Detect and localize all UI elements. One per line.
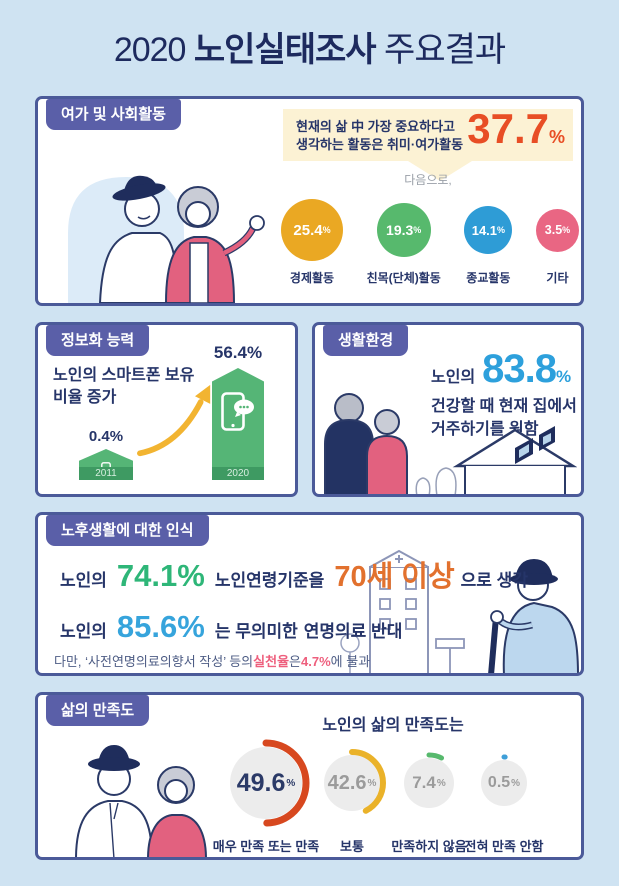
digital-desc-line1: 노인의 스마트폰 보유 <box>53 367 195 384</box>
leisure-top-percent: 37.7 <box>467 105 549 152</box>
life-sustaining-statement: 노인의 85.6% 는 무의미한 연명의료 반대 <box>54 609 408 645</box>
section-badge-satisfaction: 삶의 만족도 <box>46 695 150 726</box>
donut-label: 만족하지 않음 <box>391 839 467 854</box>
bar-2020-value: 56.4% <box>213 343 263 362</box>
row1-suffix: 으로 생각 <box>460 571 528 590</box>
activity-circle-label: 기타 <box>546 271 569 285</box>
donut-chart <box>222 739 310 827</box>
row3-part2: 은 <box>289 654 302 669</box>
section-badge-living: 생활환경 <box>323 325 409 356</box>
leisure-callout-value: 37.7% <box>467 105 565 153</box>
page-title: 2020 노인실태조사 주요결과 <box>0 22 619 71</box>
digital-description: 노인의 스마트폰 보유 비율 증가 <box>53 365 194 410</box>
activity-circle: 25.4% <box>281 199 343 261</box>
donut-label: 매우 만족 또는 만족 <box>212 839 320 854</box>
activity-circle: 14.1% <box>464 206 513 254</box>
row3-highlight1: 실천율 <box>253 654 290 669</box>
donut-value: 49.6% <box>236 768 296 797</box>
bar-2011: 2011 <box>79 449 133 480</box>
leisure-callout-line2: 생각하는 활동은 취미·여가활동 <box>296 137 464 153</box>
activity-circle-label: 종교활동 <box>466 271 511 285</box>
digital-desc-line2: 비율 증가 <box>53 389 117 407</box>
next-label: 다음으로, <box>404 173 452 187</box>
activity-circle-item: 14.1% 종교활동 <box>464 197 513 286</box>
activity-circle-label: 경제활동 <box>289 271 335 285</box>
activity-circle-item: 25.4% 경제활동 <box>281 197 343 286</box>
row2-mid: 는 무의미한 <box>214 622 298 641</box>
activity-circle-item: 3.5% 기타 <box>535 197 579 286</box>
living-statement: 노인의 83.8% 건강할 때 현재 집에서 거주하기를 원함 <box>431 347 581 441</box>
card-living-environment: 생활환경 노인의 83.8% 건강할 때 현재 집에서 거주하기를 원함 <box>312 322 584 497</box>
couple-and-house-illustration <box>324 393 577 494</box>
card-leisure-social-activity: 여가 및 사회활동 현재의 삶 中 가장 중요하다고 생각하는 활동은 취미·여… <box>35 96 584 306</box>
title-suffix: 주요결과 <box>384 31 506 69</box>
donut-chart <box>318 749 386 817</box>
title-year: 2020 <box>113 31 187 69</box>
age-standard-statement: 노인의 74.1% 노인연령기준을 70세 이상 으로 생각 <box>54 553 534 595</box>
donut-label: 전혀 만족 안함 <box>464 839 544 854</box>
living-percent-number: 83.8 <box>482 347 557 391</box>
title-survey-name: 노인실태조사 <box>193 31 377 69</box>
activity-circle-item: 19.3% 친목(단체)활동 <box>367 197 441 286</box>
elderly-couple-front-illustration <box>75 745 207 857</box>
row2-percent: 85.6% <box>116 609 205 644</box>
row2-bold: 연명의료 반대 <box>303 622 403 641</box>
row2-prefix: 노인의 <box>60 622 107 641</box>
living-line2: 건강할 때 현재 집에서 <box>431 398 577 415</box>
elderly-couple-illustration <box>68 175 265 303</box>
percent-sign: % <box>556 367 571 386</box>
satisfaction-donut-item: 0.5% 전혀 만족 안함 <box>454 735 554 855</box>
activity-share-circles: 25.4% 경제활동 19.3% 친목(단체)활동 14.1% 종교활동 3.5% 기타 <box>281 197 579 286</box>
activity-circle: 3.5% <box>535 208 579 252</box>
donut-value: 7.4% <box>412 773 446 792</box>
activity-circle: 19.3% <box>376 203 431 257</box>
row3-part3: 에 불과 <box>330 654 371 669</box>
row1-percent: 74.1% <box>116 558 205 593</box>
donut-chart <box>475 754 533 812</box>
donut-label: 보통 <box>340 839 364 854</box>
satisfaction-heading: 노인의 삶의 만족도는 <box>322 717 464 734</box>
growth-arrow-icon <box>137 384 211 457</box>
bar-2020-year: 2020 <box>212 467 264 480</box>
percent-sign: % <box>548 127 565 147</box>
donut-chart <box>398 752 460 814</box>
donut-value: 0.5% <box>487 774 521 791</box>
row3-highlight2: 4.7% <box>301 654 331 669</box>
section-badge-digital: 정보화 능력 <box>46 325 150 356</box>
living-percent: 83.8% <box>482 347 571 392</box>
activity-circle-label: 친목(단체)활동 <box>366 271 441 285</box>
leisure-callout-text: 현재의 삶 中 가장 중요하다고 생각하는 활동은 취미·여가활동 <box>296 118 463 154</box>
section-badge-perception: 노후생활에 대한 인식 <box>46 515 209 546</box>
satisfaction-donut-item: 7.4% 만족하지 않음 <box>379 735 479 855</box>
leisure-callout: 현재의 삶 中 가장 중요하다고 생각하는 활동은 취미·여가활동 37.7% <box>283 105 573 181</box>
satisfaction-donut-item: 42.6% 보통 <box>302 735 402 855</box>
bar-2011-value: 0.4% <box>88 428 124 445</box>
bar-2011-year: 2011 <box>79 467 133 480</box>
leisure-callout-line1: 현재의 삶 中 가장 중요하다고 <box>296 119 456 134</box>
card-later-life-perception: 노후생활에 대한 인식 노인의 74.1% 노인연령기준을 70세 이상 으로 … <box>35 512 584 676</box>
smartphone-chat-icon <box>221 392 254 431</box>
section-badge-leisure: 여가 및 사회활동 <box>46 99 181 130</box>
donut-value: 42.6% <box>327 771 377 794</box>
bar-2020: 2020 <box>212 368 264 480</box>
row1-prefix: 노인의 <box>60 571 107 590</box>
advance-directive-note: 다만, ‘사전연명의료의향서 작성’ 등의 실천율 은 4.7% 에 불과 <box>54 651 370 670</box>
living-prefix: 노인의 <box>431 369 476 386</box>
row3-part1: 다만, ‘사전연명의료의향서 작성’ 등의 <box>54 654 254 669</box>
card-digital-ability: 정보화 능력 노인의 스마트폰 보유 비율 증가 0.4% 2011 56.4% <box>35 322 298 497</box>
row1-age-highlight: 70세 이상 <box>334 561 455 593</box>
card-life-satisfaction: 삶의 만족도 노인의 삶의 만족도는 49.6% 매우 만족 또는 만족 42.6%… <box>35 692 584 860</box>
elderly-man-hospital-illustration <box>340 549 579 673</box>
satisfaction-donut-item: 49.6% 매우 만족 또는 만족 <box>213 735 319 855</box>
row1-mid: 노인연령기준을 <box>214 571 325 590</box>
